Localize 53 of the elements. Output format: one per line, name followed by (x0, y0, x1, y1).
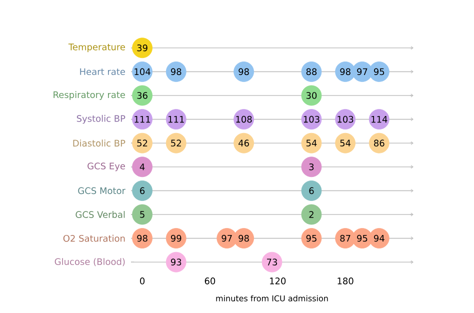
annotation: 52 (171, 140, 181, 146)
annotation: 52 (137, 140, 148, 146)
annotation: 98 (238, 68, 249, 76)
annotation: 73 (267, 258, 277, 266)
y-tick-label: Glucose (Blood) (54, 258, 125, 266)
annotation: 2 (309, 211, 314, 218)
annotation: 6 (309, 187, 314, 194)
annotation: 98 (137, 234, 148, 242)
annotation: 97 (357, 68, 368, 76)
annotation: 54 (340, 140, 351, 146)
annotation: 98 (340, 68, 350, 76)
annotation: 103 (304, 116, 320, 123)
annotation: 6 (140, 187, 145, 194)
annotation: 87 (340, 234, 350, 242)
annotation: 88 (306, 68, 317, 76)
y-tick-label: Diastolic BP (73, 140, 126, 147)
annotation: 111 (134, 116, 150, 123)
x-tick-label: 60 (204, 278, 216, 284)
annotation: 95 (306, 234, 316, 242)
y-tick-label: GCS Verbal (76, 211, 125, 218)
annotation: 39 (137, 44, 148, 52)
annotation: 46 (238, 140, 249, 146)
annotation: 86 (374, 140, 384, 146)
annotation: 99 (170, 234, 182, 242)
annotation: 114 (372, 116, 388, 123)
annotation: 3 (309, 163, 314, 170)
y-tick-label: GCS Eye (88, 162, 125, 172)
y-tick-label: O2 Saturation (63, 234, 125, 242)
annotation: 98 (170, 68, 182, 76)
x-tick-label: 180 (338, 278, 354, 284)
annotation: 95 (374, 68, 384, 76)
y-tick-label: GCS Motor (78, 187, 126, 194)
annotation: 108 (236, 116, 252, 123)
annotation: 4 (140, 164, 145, 170)
annotation: 5 (140, 211, 144, 218)
annotation: 54 (306, 140, 317, 146)
annotation: 98 (238, 234, 249, 242)
annotation: 94 (374, 234, 384, 242)
annotation: 111 (168, 116, 184, 123)
x-axis-title: minutes from ICU admission (216, 295, 328, 302)
annotation: 93 (170, 258, 182, 266)
annotation: 97 (222, 234, 232, 242)
y-tick-label: Temperature (68, 44, 126, 52)
y-tick-label: Heart rate (80, 68, 125, 76)
annotation: 30 (306, 92, 317, 99)
y-tick-label: Respiratory rate (54, 91, 125, 100)
y-tick-label: Systolic BP (76, 114, 126, 124)
annotation: 36 (137, 92, 148, 99)
annotation: 103 (338, 116, 354, 123)
annotation: 104 (134, 68, 150, 76)
annotation: 95 (357, 234, 368, 242)
x-tick-label: 120 (270, 278, 286, 284)
x-tick-label: 0 (140, 278, 145, 284)
